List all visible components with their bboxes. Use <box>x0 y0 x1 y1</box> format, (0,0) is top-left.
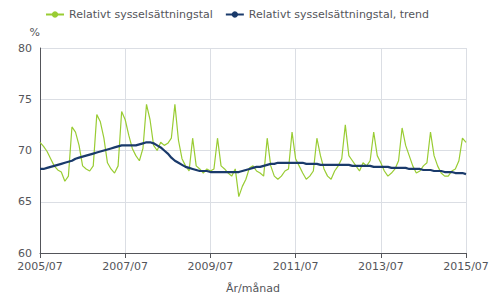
svg-text:Relativt sysselsättningstal: Relativt sysselsättningstal <box>69 8 213 21</box>
svg-text:2009/07: 2009/07 <box>188 260 234 273</box>
svg-text:65: 65 <box>18 195 32 208</box>
svg-text:60: 60 <box>18 247 32 260</box>
svg-text:80: 80 <box>18 42 32 55</box>
svg-text:2011/07: 2011/07 <box>273 260 319 273</box>
svg-text:Relativt sysselsättningstal, t: Relativt sysselsättningstal, trend <box>249 8 429 21</box>
svg-text:2005/07: 2005/07 <box>17 260 63 273</box>
svg-text:70: 70 <box>18 144 32 157</box>
svg-text:2015/07: 2015/07 <box>443 260 489 273</box>
svg-text:%: % <box>30 26 40 39</box>
svg-text:2007/07: 2007/07 <box>102 260 148 273</box>
svg-text:75: 75 <box>18 93 32 106</box>
svg-text:År/månad: År/månad <box>226 282 280 295</box>
svg-text:2013/07: 2013/07 <box>358 260 404 273</box>
